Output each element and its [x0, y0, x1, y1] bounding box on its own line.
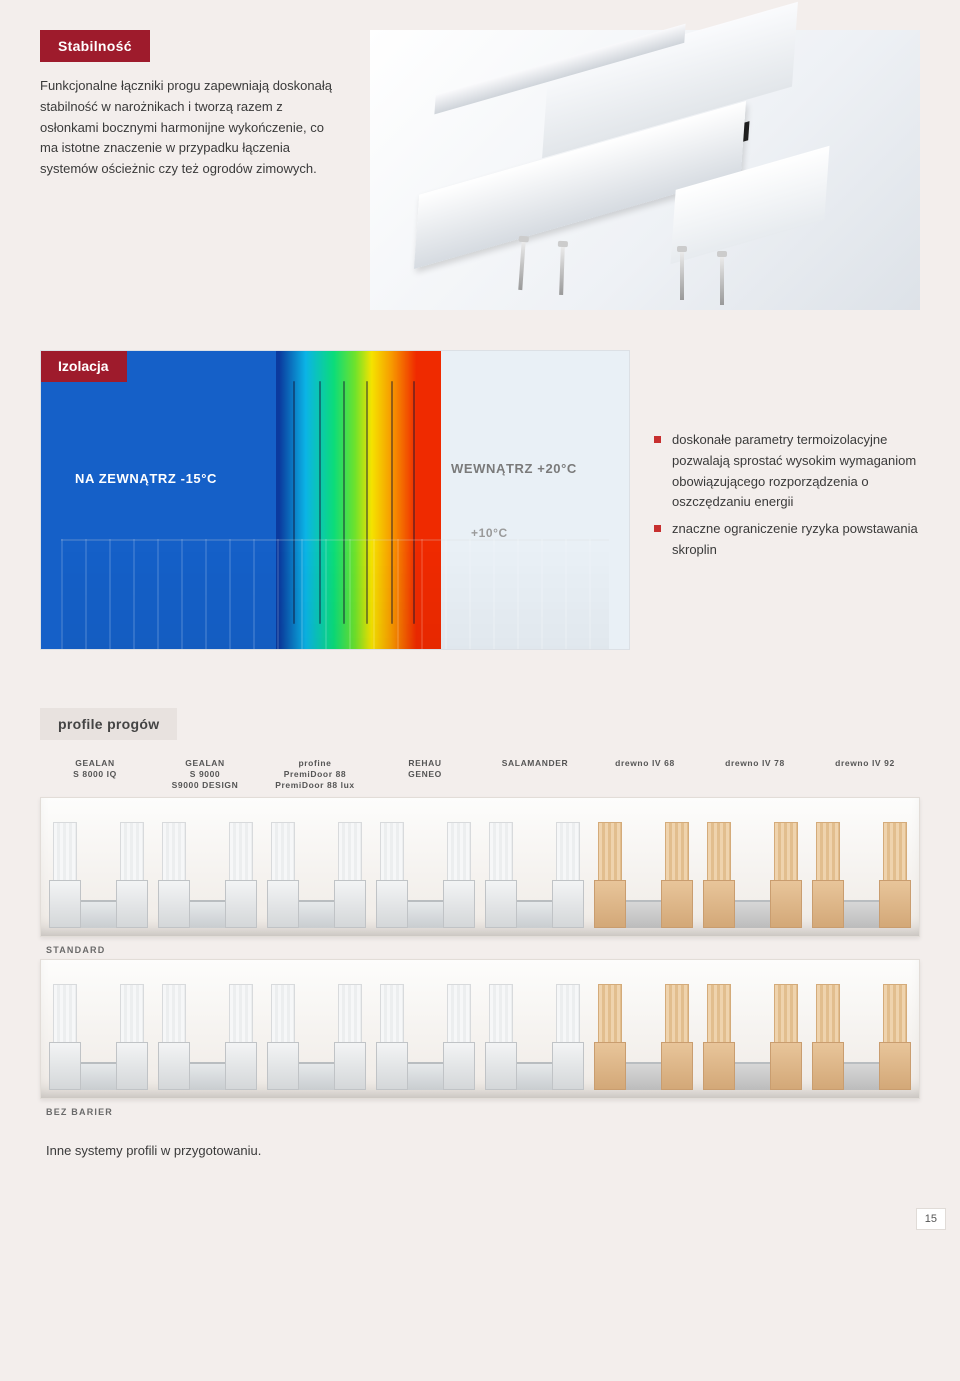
profiles-column-label: drewno IV 68: [592, 758, 698, 791]
profile-sample-cell: [156, 975, 259, 1090]
label-outside-temp: NA ZEWNĄTRZ -15°C: [75, 471, 217, 486]
label-inside-temp: WEWNĄTRZ +20°C: [451, 461, 577, 476]
profile-sample-cell: [374, 813, 477, 928]
thermal-diagram: Izolacja NA ZEWNĄTRZ -15°C WEWNĄTRZ +20°…: [40, 350, 630, 650]
profiles-shelf-bez-barier: [40, 959, 920, 1099]
label-mid-temp: +10°C: [471, 526, 508, 540]
profile-sample-cell: [810, 813, 913, 928]
stability-heading: Stabilność: [40, 30, 150, 62]
profiles-column-label: drewno IV 78: [702, 758, 808, 791]
profile-sample-cell: [592, 813, 695, 928]
isolation-bullet-list: doskonałe parametry termoizolacyjne pozw…: [654, 430, 920, 561]
profiles-section: profile progów GEALANS 8000 IQGEALANS 90…: [0, 700, 960, 1198]
isolation-bullet-item: znaczne ograniczenie ryzyka powstawania …: [654, 519, 920, 561]
profile-sample-cell: [156, 813, 259, 928]
profiles-column-label: GEALANS 9000S9000 DESIGN: [152, 758, 258, 791]
profile-cross-section: [61, 539, 609, 649]
page: Stabilność Funkcjonalne łączniki progu z…: [0, 0, 960, 1240]
profile-sample-cell: [265, 813, 368, 928]
stability-text-col: Stabilność Funkcjonalne łączniki progu z…: [40, 30, 340, 180]
profile-sample-cell: [483, 813, 586, 928]
profiles-column-labels: GEALANS 8000 IQGEALANS 9000S9000 DESIGNp…: [42, 758, 918, 791]
profiles-column-label: profinePremiDoor 88PremiDoor 88 lux: [262, 758, 368, 791]
isolation-heading: Izolacja: [40, 350, 127, 382]
profiles-shelf-standard: [40, 797, 920, 937]
isolation-bullets: doskonałe parametry termoizolacyjne pozw…: [654, 350, 920, 567]
profiles-column-label: GEALANS 8000 IQ: [42, 758, 148, 791]
stability-body: Funkcjonalne łączniki progu zapewniają d…: [40, 76, 340, 180]
shelf-label-bez-barier: BEZ BARIER: [46, 1107, 920, 1117]
profile-sample-cell: [47, 813, 150, 928]
profile-sample-cell: [810, 975, 913, 1090]
isolation-section: Izolacja NA ZEWNĄTRZ -15°C WEWNĄTRZ +20°…: [0, 350, 960, 700]
profile-sample-cell: [483, 975, 586, 1090]
isolation-bullet-item: doskonałe parametry termoizolacyjne pozw…: [654, 430, 920, 513]
profiles-heading: profile progów: [40, 708, 177, 740]
profile-sample-cell: [47, 975, 150, 1090]
stability-section: Stabilność Funkcjonalne łączniki progu z…: [0, 0, 960, 350]
profiles-column-label: drewno IV 92: [812, 758, 918, 791]
profile-sample-cell: [265, 975, 368, 1090]
profile-sample-cell: [701, 813, 804, 928]
profiles-footer-note: Inne systemy profili w przygotowaniu.: [46, 1143, 920, 1158]
stability-exploded-image: [370, 30, 920, 310]
profiles-column-label: REHAUGENEO: [372, 758, 478, 791]
profile-sample-cell: [701, 975, 804, 1090]
page-number: 15: [916, 1208, 946, 1230]
profile-sample-cell: [374, 975, 477, 1090]
profiles-column-label: SALAMANDER: [482, 758, 588, 791]
profile-sample-cell: [592, 975, 695, 1090]
shelf-label-standard: STANDARD: [46, 945, 920, 955]
exploded-view: [370, 30, 920, 310]
